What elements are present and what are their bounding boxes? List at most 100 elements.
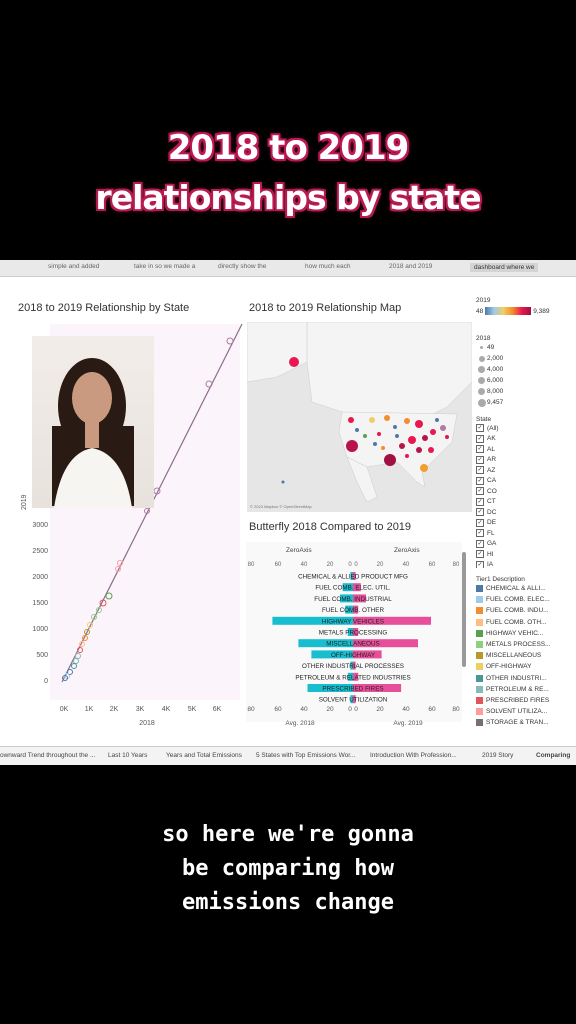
checkbox[interactable]: ✓ <box>476 508 484 517</box>
marker-ca[interactable] <box>346 440 358 452</box>
tier-legend-item[interactable]: STORAGE & TRAN... <box>476 717 576 728</box>
bar-2018[interactable] <box>340 594 353 603</box>
point-ca[interactable] <box>226 337 234 345</box>
point[interactable] <box>77 647 83 653</box>
marker[interactable] <box>416 447 422 453</box>
sheet-tab[interactable]: 2019 Story <box>482 752 514 759</box>
point[interactable] <box>91 614 97 620</box>
marker[interactable] <box>435 418 439 422</box>
checkbox[interactable]: ✓ <box>476 560 484 568</box>
marker[interactable] <box>404 418 410 424</box>
point[interactable] <box>71 663 77 669</box>
checkbox[interactable]: ✓ <box>476 455 484 464</box>
point[interactable] <box>79 641 85 647</box>
story-point-1[interactable]: simple and added <box>48 263 100 270</box>
sheet-tab[interactable]: Years and Total Emissions <box>166 752 242 759</box>
bar-2018[interactable] <box>298 639 353 648</box>
marker[interactable] <box>348 417 354 423</box>
checkbox[interactable]: ✓ <box>476 539 484 548</box>
checkbox[interactable]: ✓ <box>476 529 484 538</box>
point[interactable] <box>105 592 113 600</box>
sheet-tab-active[interactable]: Comparing <box>536 752 571 759</box>
story-point-4[interactable]: how much each <box>305 263 351 270</box>
marker[interactable] <box>415 420 423 428</box>
state-filter-item[interactable]: ✓ AK <box>476 434 516 445</box>
point[interactable] <box>96 607 102 613</box>
state-filter-item[interactable]: ✓ AL <box>476 444 516 455</box>
sheet-tab[interactable]: Last 10 Years <box>108 752 148 759</box>
marker[interactable] <box>381 446 385 450</box>
point[interactable] <box>62 675 68 681</box>
state-filter-item[interactable]: ✓ FL <box>476 528 516 539</box>
marker-ak[interactable] <box>289 357 299 367</box>
bar-2018[interactable] <box>350 661 353 670</box>
bar-2018[interactable] <box>347 672 353 681</box>
bar-2019[interactable] <box>353 616 431 625</box>
butterfly-chart[interactable]: ZeroAxis ZeroAxis 80 60 40 20 0 0 20 40 … <box>246 542 468 722</box>
color-legend[interactable]: 2019 48 9,389 <box>476 297 550 315</box>
tier-legend[interactable]: Tier1 Description CHEMICAL & ALLI... FUEL… <box>476 576 576 728</box>
point[interactable] <box>84 629 90 635</box>
sheet-tab[interactable]: 5 States with Top Emissions Wor... <box>256 752 356 759</box>
marker[interactable] <box>405 454 409 458</box>
marker-fl[interactable] <box>420 464 428 472</box>
tier-legend-item[interactable]: OFF-HIGHWAY <box>476 661 576 672</box>
state-filter-item[interactable]: ✓ IA <box>476 560 516 568</box>
checkbox[interactable]: ✓ <box>476 487 484 496</box>
point[interactable] <box>117 560 123 566</box>
bar-2018[interactable] <box>307 684 354 692</box>
state-filter-item[interactable]: ✓ CO <box>476 486 516 497</box>
point[interactable] <box>87 622 93 628</box>
tier-legend-item[interactable]: METALS PROCESS... <box>476 639 576 650</box>
sheet-tab[interactable]: Introduction With Profession... <box>370 752 457 759</box>
bar-2019[interactable] <box>353 684 402 692</box>
butterfly-scrollbar[interactable] <box>462 552 466 667</box>
marker[interactable] <box>363 434 367 438</box>
marker[interactable] <box>355 428 359 432</box>
bar-2019[interactable] <box>353 661 356 670</box>
sheet-tab[interactable]: ownward Trend throughout the ... <box>0 752 96 759</box>
state-filter[interactable]: State ✓ (All) ✓ AK ✓ AL ✓ AR ✓ AZ ✓ CA ✓ CO ✓ CT ✓ DC ✓ DE ✓… <box>476 416 516 568</box>
story-point-3[interactable]: directly show the <box>218 263 267 270</box>
tier-legend-item[interactable]: FUEL COMB. ELEC... <box>476 594 576 605</box>
tier-legend-item[interactable]: FUEL COMB. INDU... <box>476 605 576 616</box>
point[interactable] <box>75 653 81 659</box>
marker[interactable] <box>399 443 405 449</box>
relationship-map[interactable]: © 2023 Mapbox © OpenStreetMap <box>247 322 472 512</box>
marker[interactable] <box>408 436 416 444</box>
bar-2019[interactable] <box>353 672 359 681</box>
bar-2018[interactable] <box>350 572 353 580</box>
checkbox[interactable]: ✓ <box>476 434 484 443</box>
marker[interactable] <box>377 432 381 436</box>
point-fl[interactable] <box>153 487 161 495</box>
point-tx[interactable] <box>205 380 213 388</box>
tier-legend-item[interactable]: SOLVENT UTILIZA... <box>476 706 576 717</box>
story-point-6-active[interactable]: dashboard where we <box>470 263 539 272</box>
state-filter-item[interactable]: ✓ AZ <box>476 465 516 476</box>
state-filter-item[interactable]: ✓ DE <box>476 518 516 529</box>
checkbox[interactable]: ✓ <box>476 550 484 559</box>
marker[interactable] <box>422 435 428 441</box>
point[interactable] <box>115 566 121 572</box>
point[interactable] <box>67 669 73 675</box>
bar-2018[interactable] <box>350 695 353 704</box>
state-filter-item[interactable]: ✓ GA <box>476 539 516 550</box>
state-markers[interactable] <box>281 357 450 484</box>
state-filter-item[interactable]: ✓ CA <box>476 476 516 487</box>
state-filter-item[interactable]: ✓ HI <box>476 549 516 560</box>
checkbox[interactable]: ✓ <box>476 497 484 506</box>
marker[interactable] <box>445 435 449 439</box>
tier-legend-item[interactable]: OTHER INDUSTRI... <box>476 673 576 684</box>
bar-2019[interactable] <box>353 628 359 636</box>
bar-2018[interactable] <box>345 605 353 614</box>
state-filter-item[interactable]: ✓ CT <box>476 497 516 508</box>
bar-2019[interactable] <box>353 639 418 648</box>
story-point-5[interactable]: 2018 and 2019 <box>389 263 433 270</box>
state-filter-item[interactable]: ✓ AR <box>476 455 516 466</box>
state-filter-item[interactable]: ✓ (All) <box>476 423 516 434</box>
zeroaxis-right-header[interactable]: ZeroAxis <box>394 547 420 554</box>
bar-2018[interactable] <box>347 628 353 636</box>
marker[interactable] <box>369 417 375 423</box>
bar-2019[interactable] <box>353 650 382 659</box>
marker[interactable] <box>440 425 446 431</box>
